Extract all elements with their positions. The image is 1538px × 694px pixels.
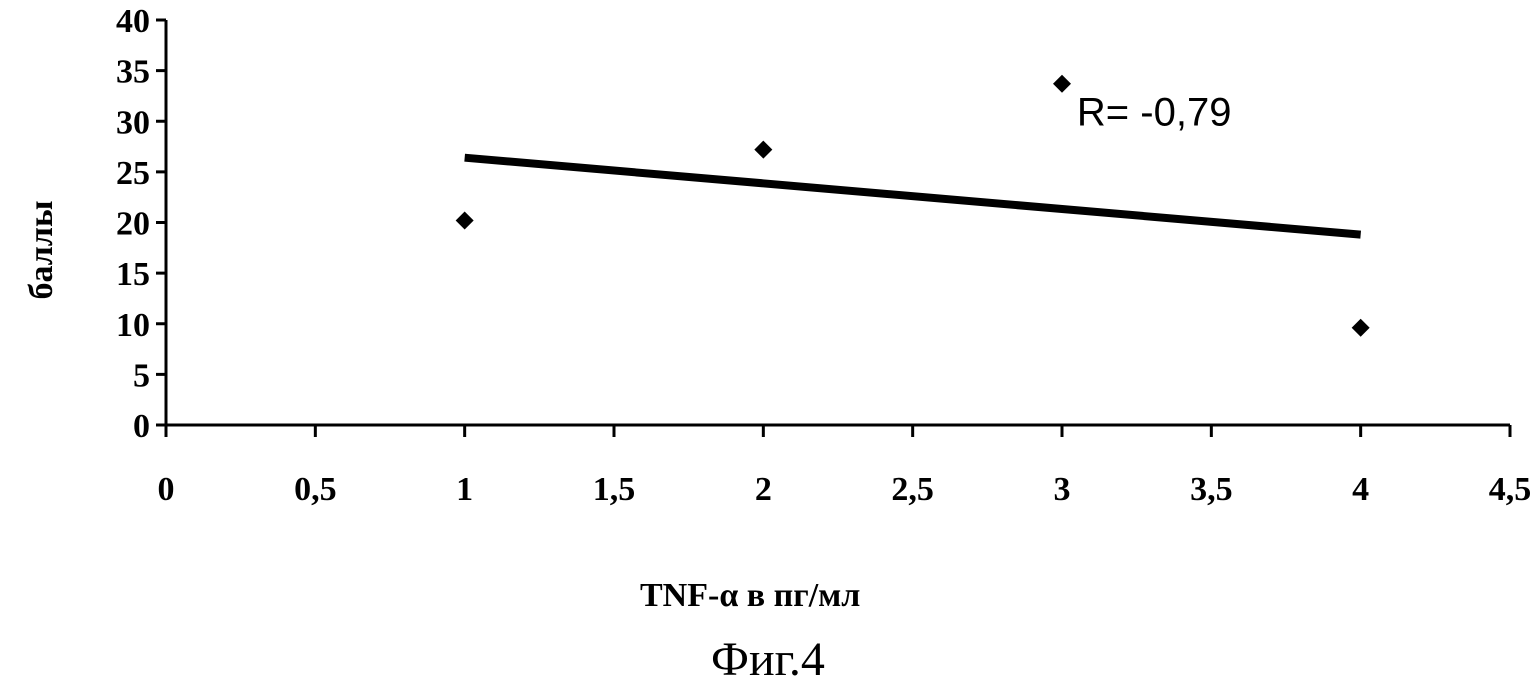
x-tick-label: 0,5: [294, 471, 337, 508]
y-tick-label: 30: [116, 104, 150, 141]
axes: [164, 20, 1510, 427]
figure-caption: Фиг.4: [711, 633, 825, 686]
correlation-annotation: R= -0,79: [1077, 90, 1232, 134]
annotations: R= -0,79: [1077, 90, 1232, 134]
y-tick-label: 20: [116, 206, 150, 243]
x-tick-label: 3,5: [1190, 471, 1233, 508]
y-tick-label: 40: [116, 3, 150, 40]
x-tick-label: 2: [755, 471, 772, 508]
tick-marks: [156, 18, 1512, 437]
x-tick-label: 1: [456, 471, 473, 508]
data-point: [754, 140, 773, 159]
x-tick-label: 2,5: [891, 471, 934, 508]
x-tick-label: 4: [1352, 471, 1369, 508]
y-tick-label: 35: [116, 54, 150, 91]
trendline-layer: [464, 153, 1362, 239]
y-tick-label: 25: [116, 155, 150, 192]
y-tick-label: 5: [133, 357, 150, 394]
x-tick-label: 4,5: [1489, 471, 1532, 508]
trendline: [464, 153, 1362, 239]
x-axis-title: TNF-α в пг/мл: [640, 577, 860, 614]
y-tick-label: 0: [133, 408, 150, 445]
y-axis-title: баллы: [23, 201, 60, 300]
y-tick-label: 10: [116, 307, 150, 344]
x-tick-label: 3: [1054, 471, 1071, 508]
x-tick-label: 0: [158, 471, 175, 508]
x-tick-label: 1,5: [593, 471, 636, 508]
data-points: [455, 74, 1370, 337]
tick-labels: 0 5 10 15 20 25 30 35 40 0 0,5 1 1,5 2 2,5 3 3,5 4 4,5: [116, 3, 1531, 508]
data-point: [1351, 318, 1370, 337]
y-tick-label: 15: [116, 256, 150, 293]
data-point: [455, 211, 474, 230]
data-point: [1053, 74, 1071, 93]
